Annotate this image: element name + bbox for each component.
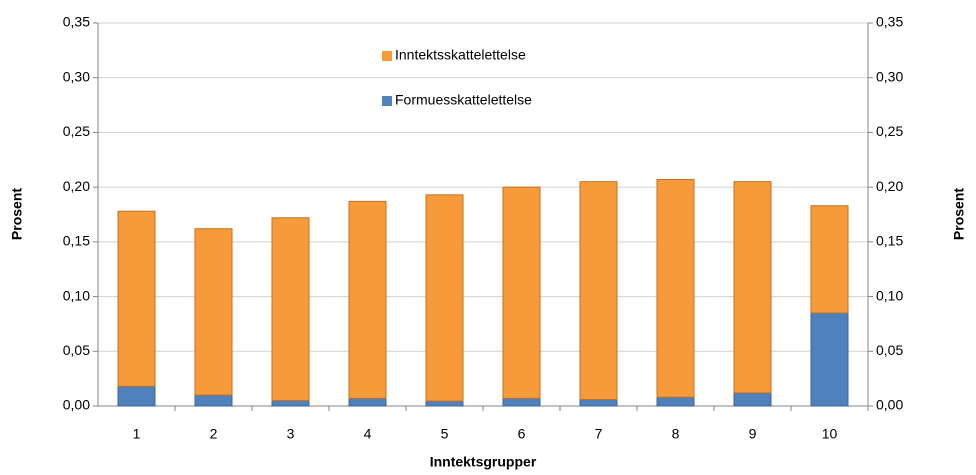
y-tick-label: 0,05: [63, 342, 90, 358]
y2-tick-label: 0,10: [876, 287, 903, 303]
legend-label: Inntektsskattelettelse: [395, 47, 526, 63]
x-tick-label: 2: [210, 426, 218, 442]
x-tick-label: 5: [441, 426, 449, 442]
y2-tick-label: 0,00: [876, 397, 903, 413]
y2-tick-label: 0,25: [876, 123, 903, 139]
legend-swatch: [382, 96, 392, 106]
bar: [579, 398, 618, 407]
y2-tick-label: 0,30: [876, 68, 903, 84]
bar: [733, 181, 772, 394]
x-tick-label: 1: [133, 426, 141, 442]
bar: [271, 400, 310, 407]
bar: [656, 178, 695, 398]
y2-tick-label: 0,05: [876, 342, 903, 358]
bar: [502, 186, 541, 399]
x-tick-label: 4: [364, 426, 372, 442]
legend-swatch: [382, 51, 392, 61]
legend-label: Formuesskattelettelse: [395, 92, 532, 108]
y-tick-label: 0,00: [63, 397, 90, 413]
y-tick-label: 0,25: [63, 123, 90, 139]
bar: [271, 217, 310, 402]
x-tick-label: 3: [287, 426, 295, 442]
bar: [348, 200, 387, 399]
y2-axis-title: Prosent: [951, 188, 967, 240]
y2-tick-label: 0,20: [876, 178, 903, 194]
x-tick-label: 6: [518, 426, 526, 442]
bar: [733, 392, 772, 407]
x-tick-label: 8: [672, 426, 680, 442]
bar: [194, 228, 233, 396]
y-tick-label: 0,35: [63, 14, 90, 30]
x-tick-label: 7: [595, 426, 603, 442]
y-tick-label: 0,10: [63, 287, 90, 303]
bar: [810, 205, 849, 314]
bar: [656, 396, 695, 407]
x-axis-title: Inntektsgrupper: [430, 454, 537, 470]
y2-tick-label: 0,35: [876, 14, 903, 30]
y-axis-title: Prosent: [9, 188, 25, 240]
bar: [579, 181, 618, 400]
y-tick-label: 0,30: [63, 68, 90, 84]
bar: [502, 397, 541, 407]
y-tick-label: 0,15: [63, 233, 90, 249]
bar: [425, 400, 464, 407]
bar: [425, 194, 464, 402]
x-tick-label: 9: [749, 426, 757, 442]
y-tick-label: 0,20: [63, 178, 90, 194]
bar: [348, 397, 387, 407]
bar: [117, 385, 156, 407]
y2-tick-label: 0,15: [876, 233, 903, 249]
x-tick-label: 10: [822, 426, 838, 442]
bar: [810, 312, 849, 407]
bar: [194, 394, 233, 407]
bar: [117, 210, 156, 387]
